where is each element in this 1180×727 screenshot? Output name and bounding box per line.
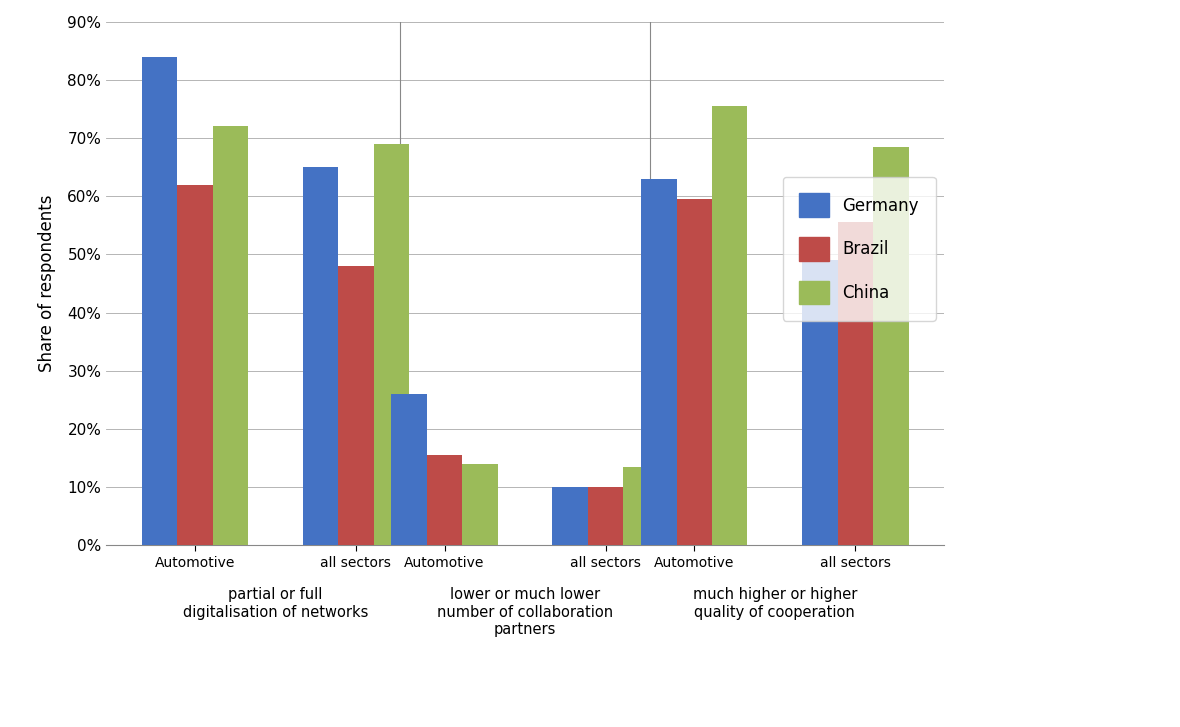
Bar bbox=[588, 487, 623, 545]
Bar bbox=[676, 199, 712, 545]
Bar bbox=[303, 167, 339, 545]
Bar bbox=[802, 260, 838, 545]
Bar bbox=[374, 144, 409, 545]
Bar bbox=[392, 394, 427, 545]
Y-axis label: Share of respondents: Share of respondents bbox=[38, 195, 57, 372]
Bar bbox=[873, 147, 909, 545]
Bar bbox=[427, 455, 463, 545]
Bar bbox=[552, 487, 588, 545]
Bar bbox=[712, 106, 747, 545]
Bar bbox=[623, 467, 658, 545]
Bar bbox=[838, 222, 873, 545]
Bar bbox=[142, 57, 177, 545]
Bar bbox=[339, 266, 374, 545]
Text: much higher or higher
quality of cooperation: much higher or higher quality of coopera… bbox=[693, 587, 857, 619]
Bar bbox=[177, 185, 212, 545]
Bar bbox=[641, 179, 676, 545]
Text: lower or much lower
number of collaboration
partners: lower or much lower number of collaborat… bbox=[437, 587, 614, 637]
Bar bbox=[212, 126, 248, 545]
Legend: Germany, Brazil, China: Germany, Brazil, China bbox=[782, 177, 936, 321]
Bar bbox=[463, 464, 498, 545]
Text: partial or full
digitalisation of networks: partial or full digitalisation of networ… bbox=[183, 587, 368, 619]
